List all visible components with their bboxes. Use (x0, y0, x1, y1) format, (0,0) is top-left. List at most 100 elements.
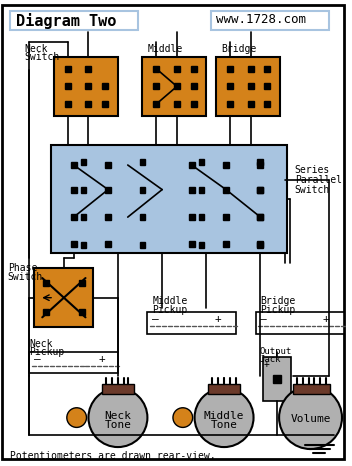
Text: Middle: Middle (147, 44, 183, 54)
Bar (43, 309, 49, 315)
Bar (223, 214, 229, 220)
Circle shape (173, 408, 193, 427)
Text: Switch: Switch (25, 52, 60, 62)
Bar (139, 214, 145, 220)
Bar (105, 241, 111, 247)
Text: Pickup: Pickup (260, 305, 296, 315)
Bar (78, 280, 84, 286)
Bar (257, 241, 263, 247)
Bar (191, 101, 196, 107)
Bar (153, 101, 159, 107)
Circle shape (279, 386, 342, 449)
Text: +: + (98, 354, 105, 363)
Text: Switch: Switch (295, 185, 330, 195)
Bar (71, 187, 77, 192)
Bar (71, 214, 77, 220)
Bar (227, 66, 233, 72)
Bar (153, 66, 159, 72)
Bar (257, 187, 263, 192)
Text: –: – (152, 315, 159, 324)
Bar (199, 214, 205, 220)
Circle shape (67, 408, 87, 427)
Bar (264, 66, 270, 72)
Bar (51, 145, 287, 254)
Bar (199, 159, 205, 165)
Text: Bridge: Bridge (260, 296, 296, 306)
Text: Neck: Neck (30, 339, 53, 349)
Text: +: + (263, 359, 269, 369)
Bar (273, 375, 281, 383)
Text: Series: Series (295, 165, 330, 175)
Bar (248, 101, 253, 107)
Bar (102, 384, 134, 394)
Bar (208, 384, 240, 394)
Bar (139, 187, 145, 192)
Bar (81, 187, 87, 192)
Bar (30, 352, 118, 373)
Bar (153, 83, 159, 89)
Bar (191, 83, 196, 89)
Text: Jack: Jack (259, 355, 281, 363)
Text: Pickup: Pickup (30, 347, 65, 357)
Bar (143, 57, 206, 116)
Bar (174, 66, 180, 72)
Bar (81, 242, 87, 247)
Circle shape (88, 388, 147, 447)
Text: –: – (260, 315, 267, 324)
Bar (10, 11, 138, 30)
Bar (227, 83, 233, 89)
Bar (248, 66, 253, 72)
Bar (65, 101, 71, 107)
Bar (147, 312, 236, 334)
Text: +: + (322, 315, 329, 324)
Text: Neck: Neck (25, 44, 48, 54)
Text: Potentiometers are drawn rear-view.: Potentiometers are drawn rear-view. (10, 451, 215, 461)
Text: Output: Output (259, 347, 292, 356)
Bar (189, 241, 195, 247)
Bar (105, 162, 111, 168)
Bar (257, 214, 263, 220)
Bar (227, 101, 233, 107)
Bar (191, 66, 196, 72)
Text: Middle: Middle (152, 296, 188, 306)
Bar (257, 162, 263, 168)
Text: Phase: Phase (8, 263, 37, 273)
Text: Tone: Tone (210, 419, 238, 430)
Bar (256, 312, 344, 334)
Text: Switch: Switch (8, 272, 43, 282)
Bar (293, 384, 330, 394)
Bar (81, 214, 87, 220)
Bar (264, 101, 270, 107)
Bar (71, 241, 77, 247)
Bar (264, 83, 270, 89)
Bar (257, 159, 263, 165)
Bar (189, 214, 195, 220)
Text: Parallel: Parallel (295, 175, 342, 185)
Text: Volume: Volume (290, 414, 331, 424)
Bar (105, 214, 111, 220)
Bar (43, 280, 49, 286)
Bar (78, 309, 84, 315)
Bar (211, 11, 329, 30)
Bar (189, 187, 195, 192)
Bar (223, 241, 229, 247)
Bar (174, 83, 180, 89)
Bar (199, 242, 205, 247)
Text: Pickup: Pickup (152, 305, 188, 315)
Bar (257, 214, 263, 220)
Bar (248, 83, 253, 89)
Text: Diagram Two: Diagram Two (16, 13, 116, 29)
Bar (189, 162, 195, 168)
Text: +: + (214, 315, 221, 324)
Bar (139, 159, 145, 165)
Bar (81, 159, 87, 165)
Bar (86, 66, 92, 72)
Text: –: – (34, 354, 41, 363)
Text: Bridge: Bridge (221, 44, 256, 54)
Bar (65, 66, 71, 72)
Bar (216, 57, 280, 116)
Bar (199, 187, 205, 192)
Bar (102, 101, 108, 107)
Bar (257, 187, 263, 192)
Bar (263, 356, 291, 401)
